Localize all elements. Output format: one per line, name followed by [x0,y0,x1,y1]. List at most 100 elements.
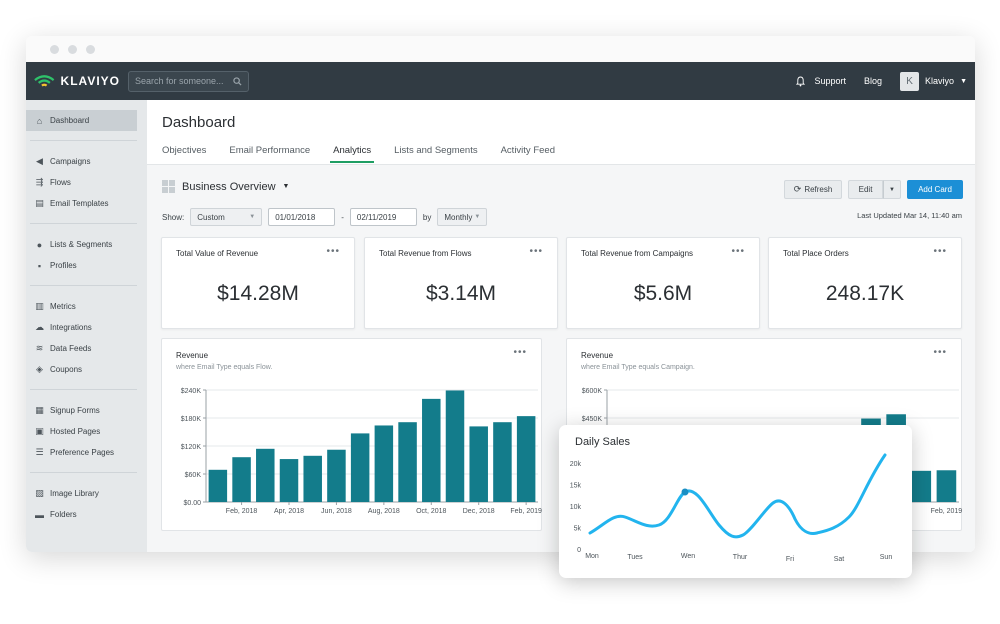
window-dot-minimize[interactable] [68,44,77,54]
users-icon: ● [36,239,43,250]
sidebar-item-label: Metrics [50,302,76,311]
sidebar-item-label: Dashboard [50,116,90,125]
x-tick-label: Feb, 2018 [226,508,258,515]
topbar-right: Support Blog K Klaviyo ▼ [795,62,967,100]
sidebar-item-campaigns[interactable]: ◀ Campaigns [26,151,147,172]
klaviyo-logo[interactable]: KLAVIYO [34,74,120,88]
home-icon: ⌂ [36,115,43,126]
y-tick-label: $600K [582,388,603,395]
edit-button[interactable]: Edit [848,180,884,199]
show-value: Custom [197,212,225,222]
sidebar-item-data-feeds[interactable]: ≋ Data Feeds [26,338,147,359]
sidebar-item-signup-forms[interactable]: ▦ Signup Forms [26,400,147,421]
show-select[interactable]: Custom ▼ [190,208,263,226]
kpi-value: 248.17K [825,282,905,305]
blog-link[interactable]: Blog [864,76,883,86]
chart-title: Revenue [176,351,209,360]
window-dot-maximize[interactable] [86,44,95,54]
kpi-value: $3.14M [425,282,497,305]
y-tick-label: $240K [181,388,202,395]
x-tick-label: Jun, 2018 [321,508,352,515]
bar [374,425,394,502]
y-tick-label: 20k [570,461,582,468]
sidebar-item-hosted-pages[interactable]: ▣ Hosted Pages [26,421,147,442]
wifi-logo-icon [34,75,55,87]
sidebar-divider [30,285,137,286]
sidebar-item-folders[interactable]: ▬ Folders [26,504,147,525]
y-tick-label: $120K [181,444,202,451]
sidebar-item-preference-pages[interactable]: ☰ Preference Pages [26,442,147,463]
x-tick-label: Mon [585,553,599,560]
search-input[interactable]: Search for someone... [128,70,249,92]
add-card-label: Add Card [918,185,952,194]
bar [279,459,299,502]
user-menu[interactable]: K Klaviyo ▼ [900,71,967,91]
sidebar-item-profiles[interactable]: ▪ Profiles [26,255,147,276]
sidebar-item-email-templates[interactable]: ▤ Email Templates [26,193,147,214]
sidebar-item-label: Profiles [50,261,77,270]
y-tick-label: 15k [570,483,582,490]
tab-activity-feed[interactable]: Activity Feed [500,145,555,156]
profile-icon: ▪ [37,260,42,271]
flow-revenue-chart: Revenue where Email Type equals Flow. ••… [161,338,542,531]
x-tick-label: Dec, 2018 [463,508,495,515]
date-controls: Show: Custom ▼ 01/01/2018 - 02/11/2019 b… [162,208,488,226]
avatar: K [900,71,920,91]
sidebar-item-label: Flows [50,178,71,187]
rss-icon: ≋ [35,343,44,353]
card-menu-icon[interactable]: ••• [529,246,543,257]
sidebar-item-lists-segments[interactable]: ● Lists & Segments [26,234,147,255]
kpi-card[interactable]: Total Place Orders ••• 248.17K [768,237,962,329]
top-navigation-bar: KLAVIYO Search for someone... Support Bl… [26,62,975,100]
interval-select[interactable]: Monthly ▼ [437,208,488,226]
kpi-card[interactable]: Total Value of Revenue ••• $14.28M [161,237,355,329]
tab-bar: Objectives Email Performance Analytics List… [162,145,578,163]
card-menu-icon[interactable]: ••• [933,347,947,358]
megaphone-icon: ◀ [36,156,43,166]
tab-email-performance[interactable]: Email Performance [229,145,311,156]
kpi-card[interactable]: Total Revenue from Flows ••• $3.14M [364,237,558,329]
sidebar-item-image-library[interactable]: ▨ Image Library [26,483,147,504]
bar-chart-icon: ▥ [35,301,44,311]
y-tick-label: $0.00 [183,500,201,507]
sidebar-item-dashboard[interactable]: ⌂ Dashboard [26,110,137,131]
last-updated: Last Updated Mar 14, 11:40 am [857,211,962,220]
kpi-value: $14.28M [217,282,299,305]
sidebar-item-integrations[interactable]: ☁ Integrations [26,317,147,338]
card-menu-icon[interactable]: ••• [731,246,745,257]
preference-icon: ☰ [35,447,44,457]
sidebar-item-coupons[interactable]: ◈ Coupons [26,359,147,380]
caret-down-icon: ▼ [960,77,967,85]
window-chrome [26,36,975,62]
bar [208,469,228,502]
chart-title: Daily Sales [575,436,631,448]
overview-selector[interactable]: Business Overview ▼ [162,180,289,193]
refresh-button[interactable]: ⟳ Refresh [784,180,843,199]
page-icon: ▣ [35,426,44,436]
tab-analytics[interactable]: Analytics [330,145,375,163]
sidebar-item-label: Lists & Segments [50,240,113,249]
tab-objectives[interactable]: Objectives [162,145,207,156]
search-placeholder: Search for someone... [135,76,224,86]
x-tick-label: Aug, 2018 [368,508,400,515]
add-card-button[interactable]: Add Card [907,180,963,199]
date-from-input[interactable]: 01/01/2018 [268,208,336,226]
support-link[interactable]: Support [814,76,847,86]
card-menu-icon[interactable]: ••• [933,246,947,257]
card-menu-icon[interactable]: ••• [513,347,527,358]
sidebar-item-flows[interactable]: ⇶ Flows [26,172,147,193]
bell-icon[interactable] [795,76,805,87]
template-icon: ▤ [35,198,44,208]
bar [327,449,346,502]
sidebar-item-metrics[interactable]: ▥ Metrics [26,296,147,317]
card-menu-icon[interactable]: ••• [326,246,340,257]
page-title: Dashboard [162,114,236,131]
window-dot-close[interactable] [50,44,59,54]
sidebar-divider [30,140,137,141]
edit-dropdown-button[interactable]: ▼ [883,180,901,199]
tab-lists-and-segments[interactable]: Lists and Segments [394,145,478,156]
bar [232,457,251,502]
date-to-input[interactable]: 02/11/2019 [349,208,417,226]
kpi-card[interactable]: Total Revenue from Campaigns ••• $5.6M [566,237,760,329]
sidebar-item-label: Image Library [50,489,99,498]
